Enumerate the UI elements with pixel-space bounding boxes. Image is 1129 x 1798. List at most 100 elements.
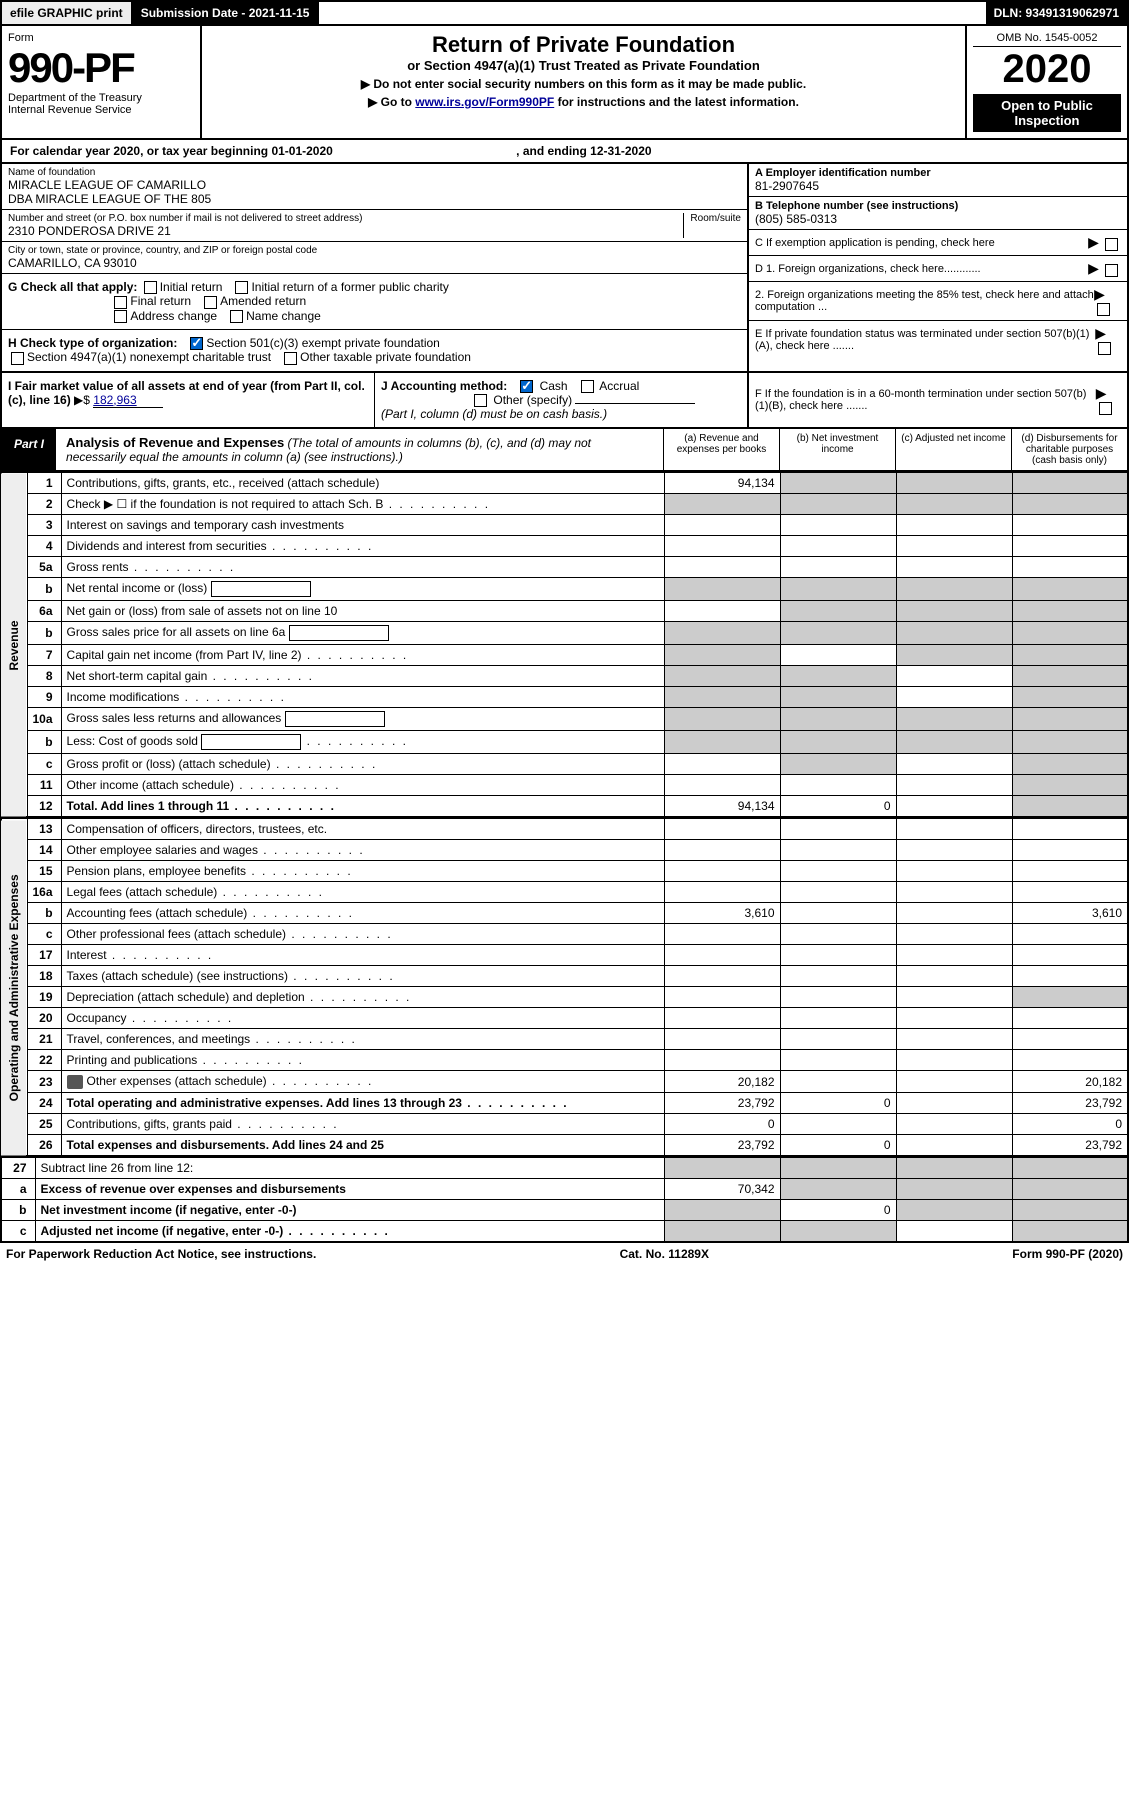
table-row: 15Pension plans, employee benefits — [1, 861, 1128, 882]
cell-value: 23,792 — [1012, 1093, 1128, 1114]
table-row: 21Travel, conferences, and meetings — [1, 1029, 1128, 1050]
cell-value — [664, 557, 780, 578]
foundation-name-1: MIRACLE LEAGUE OF CAMARILLO — [8, 178, 741, 192]
table-row: 25Contributions, gifts, grants paid00 — [1, 1114, 1128, 1135]
ein-label: A Employer identification number — [755, 167, 1121, 179]
checkbox-cash[interactable] — [520, 380, 533, 393]
row-number: 10a — [27, 708, 61, 731]
checkbox-name-change[interactable] — [230, 310, 243, 323]
attachment-icon[interactable] — [67, 1075, 83, 1089]
section-g: G Check all that apply: Initial return I… — [2, 274, 747, 330]
row-number: 14 — [27, 840, 61, 861]
checkbox-other-taxable[interactable] — [284, 352, 297, 365]
cell-value — [780, 987, 896, 1008]
cell-value — [664, 708, 780, 731]
cell-value — [896, 924, 1012, 945]
table-row: 7Capital gain net income (from Part IV, … — [1, 645, 1128, 666]
row-description: Gross profit or (loss) (attach schedule) — [61, 754, 664, 775]
cell-value — [780, 1050, 896, 1071]
row-number: 26 — [27, 1135, 61, 1157]
i-value[interactable]: 182,963 — [93, 393, 163, 408]
table-row: 19Depreciation (attach schedule) and dep… — [1, 987, 1128, 1008]
checkbox-final-return[interactable] — [114, 296, 127, 309]
cell-value — [1012, 796, 1128, 818]
checkbox-f[interactable] — [1099, 402, 1112, 415]
j-note: (Part I, column (d) must be on cash basi… — [381, 407, 607, 421]
checkbox-c[interactable] — [1105, 238, 1118, 251]
cell-value: 0 — [780, 1135, 896, 1157]
row-description: Net rental income or (loss) — [61, 578, 664, 601]
row-number: b — [27, 578, 61, 601]
cell-value — [780, 924, 896, 945]
city-label: City or town, state or province, country… — [8, 245, 741, 256]
cell-value — [896, 494, 1012, 515]
=[interactable]: efile GRAPHIC print — [2, 2, 133, 24]
cell-value — [1012, 819, 1128, 840]
cell-value — [1012, 987, 1128, 1008]
checkbox-address-change[interactable] — [114, 310, 127, 323]
cell-value — [896, 731, 1012, 754]
cell-value — [896, 796, 1012, 818]
cell-value — [780, 819, 896, 840]
row-number: 11 — [27, 775, 61, 796]
checkbox-accrual[interactable] — [581, 380, 594, 393]
cell-value — [664, 966, 780, 987]
row-description: Accounting fees (attach schedule) — [61, 903, 664, 924]
cell-value — [780, 775, 896, 796]
checkbox-e[interactable] — [1098, 342, 1111, 355]
d2-label: 2. Foreign organizations meeting the 85%… — [755, 289, 1094, 313]
cell-value — [780, 966, 896, 987]
row-number: 8 — [27, 666, 61, 687]
checkbox-d2[interactable] — [1097, 303, 1110, 316]
cell-value — [896, 903, 1012, 924]
dln: DLN: 93491319062971 — [986, 2, 1127, 24]
checkbox-amended[interactable] — [204, 296, 217, 309]
checkbox-4947[interactable] — [11, 352, 24, 365]
cell-value — [1012, 645, 1128, 666]
row-number: 12 — [27, 796, 61, 818]
table-row: bGross sales price for all assets on lin… — [1, 622, 1128, 645]
checkbox-501c3[interactable] — [190, 337, 203, 350]
row-number: 1 — [27, 473, 61, 494]
row-description: Other income (attach schedule) — [61, 775, 664, 796]
cell-value — [1012, 924, 1128, 945]
tax-year: 2020 — [973, 47, 1121, 92]
room-label: Room/suite — [690, 213, 741, 224]
row-description: Depreciation (attach schedule) and deple… — [61, 987, 664, 1008]
row-description: Less: Cost of goods sold — [61, 731, 664, 754]
col-d-header: (d) Disbursements for charitable purpose… — [1011, 429, 1127, 470]
cell-value — [1012, 1179, 1128, 1200]
foundation-address: 2310 PONDEROSA DRIVE 21 — [8, 224, 663, 238]
table-row: 3Interest on savings and temporary cash … — [1, 515, 1128, 536]
checkbox-initial-return[interactable] — [144, 281, 157, 294]
row-number: 23 — [27, 1071, 61, 1093]
table-row: aExcess of revenue over expenses and dis… — [1, 1179, 1128, 1200]
top-bar: efile GRAPHIC print Submission Date - 20… — [0, 0, 1129, 26]
row-number: 3 — [27, 515, 61, 536]
row-number: 22 — [27, 1050, 61, 1071]
ij-row: I Fair market value of all assets at end… — [0, 373, 1129, 430]
checkbox-d1[interactable] — [1105, 264, 1118, 277]
submission-date: Submission Date - 2021-11-15 — [133, 2, 320, 24]
cell-value — [780, 1221, 896, 1243]
cell-value: 0 — [780, 1093, 896, 1114]
cell-value: 20,182 — [1012, 1071, 1128, 1093]
cell-value — [1012, 882, 1128, 903]
cell-value — [1012, 536, 1128, 557]
cell-value — [1012, 945, 1128, 966]
cell-value — [664, 666, 780, 687]
cell-value — [664, 731, 780, 754]
checkbox-other-method[interactable] — [474, 394, 487, 407]
form990pf-link[interactable]: www.irs.gov/Form990PF — [415, 95, 554, 109]
instruction-1: ▶ Do not enter social security numbers o… — [208, 77, 959, 91]
row-number: 7 — [27, 645, 61, 666]
cell-value — [896, 645, 1012, 666]
checkbox-initial-former[interactable] — [235, 281, 248, 294]
table-row: 16aLegal fees (attach schedule) — [1, 882, 1128, 903]
cell-value — [896, 601, 1012, 622]
table-row: bNet rental income or (loss) — [1, 578, 1128, 601]
cell-value — [1012, 494, 1128, 515]
table-row: cOther professional fees (attach schedul… — [1, 924, 1128, 945]
cell-value — [780, 840, 896, 861]
table-row: cGross profit or (loss) (attach schedule… — [1, 754, 1128, 775]
